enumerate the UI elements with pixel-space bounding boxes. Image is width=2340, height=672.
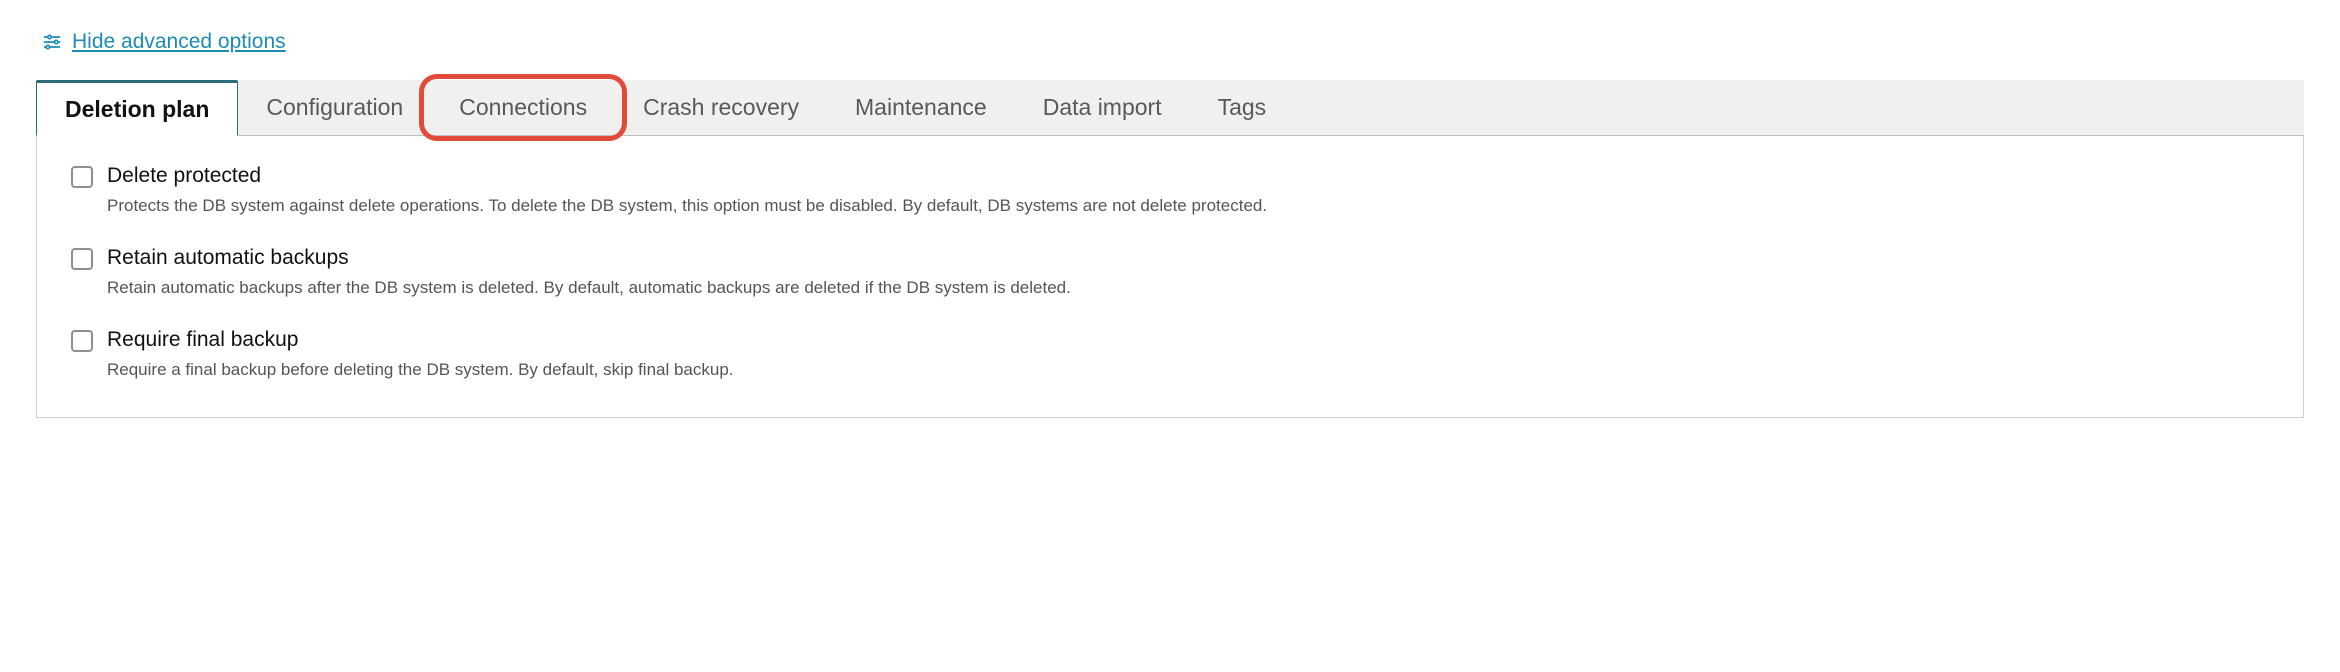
tab-label: Data import bbox=[1043, 94, 1162, 121]
option-label: Retain automatic backups bbox=[107, 246, 2269, 270]
tab-label: Deletion plan bbox=[65, 96, 209, 123]
deletion-plan-panel: Delete protected Protects the DB system a… bbox=[36, 136, 2304, 418]
option-delete-protected: Delete protected Protects the DB system a… bbox=[71, 164, 2269, 218]
option-label: Delete protected bbox=[107, 164, 2269, 188]
tab-tags[interactable]: Tags bbox=[1190, 80, 1295, 135]
option-text: Require final backup Require a final back… bbox=[107, 328, 2269, 382]
option-retain-backups: Retain automatic backups Retain automatic… bbox=[71, 246, 2269, 300]
tabs-bar: Deletion plan Configuration Connections Cra… bbox=[36, 80, 2304, 136]
hide-advanced-options-link[interactable]: Hide advanced options bbox=[72, 30, 286, 54]
tab-label: Maintenance bbox=[855, 94, 987, 121]
tab-connections[interactable]: Connections bbox=[431, 80, 615, 135]
option-description: Retain automatic backups after the DB sy… bbox=[107, 276, 2269, 300]
tab-label: Connections bbox=[459, 94, 587, 121]
checkbox-retain-backups[interactable] bbox=[71, 248, 93, 270]
option-require-final-backup: Require final backup Require a final back… bbox=[71, 328, 2269, 382]
option-description: Protects the DB system against delete op… bbox=[107, 194, 2269, 218]
option-label: Require final backup bbox=[107, 328, 2269, 352]
advanced-options-row: Hide advanced options bbox=[36, 30, 2304, 54]
tab-maintenance[interactable]: Maintenance bbox=[827, 80, 1015, 135]
tab-label: Tags bbox=[1218, 94, 1267, 121]
option-description: Require a final backup before deleting t… bbox=[107, 358, 2269, 382]
checkbox-delete-protected[interactable] bbox=[71, 166, 93, 188]
tab-label: Configuration bbox=[266, 94, 403, 121]
checkbox-require-final-backup[interactable] bbox=[71, 330, 93, 352]
option-text: Delete protected Protects the DB system a… bbox=[107, 164, 2269, 218]
tab-deletion-plan[interactable]: Deletion plan bbox=[36, 80, 238, 136]
option-text: Retain automatic backups Retain automatic… bbox=[107, 246, 2269, 300]
tabs-container: Deletion plan Configuration Connections Cra… bbox=[36, 80, 2304, 136]
tab-crash-recovery[interactable]: Crash recovery bbox=[615, 80, 827, 135]
tab-configuration[interactable]: Configuration bbox=[238, 80, 431, 135]
tab-data-import[interactable]: Data import bbox=[1015, 80, 1190, 135]
tab-label: Crash recovery bbox=[643, 94, 799, 121]
sliders-icon bbox=[42, 32, 62, 52]
